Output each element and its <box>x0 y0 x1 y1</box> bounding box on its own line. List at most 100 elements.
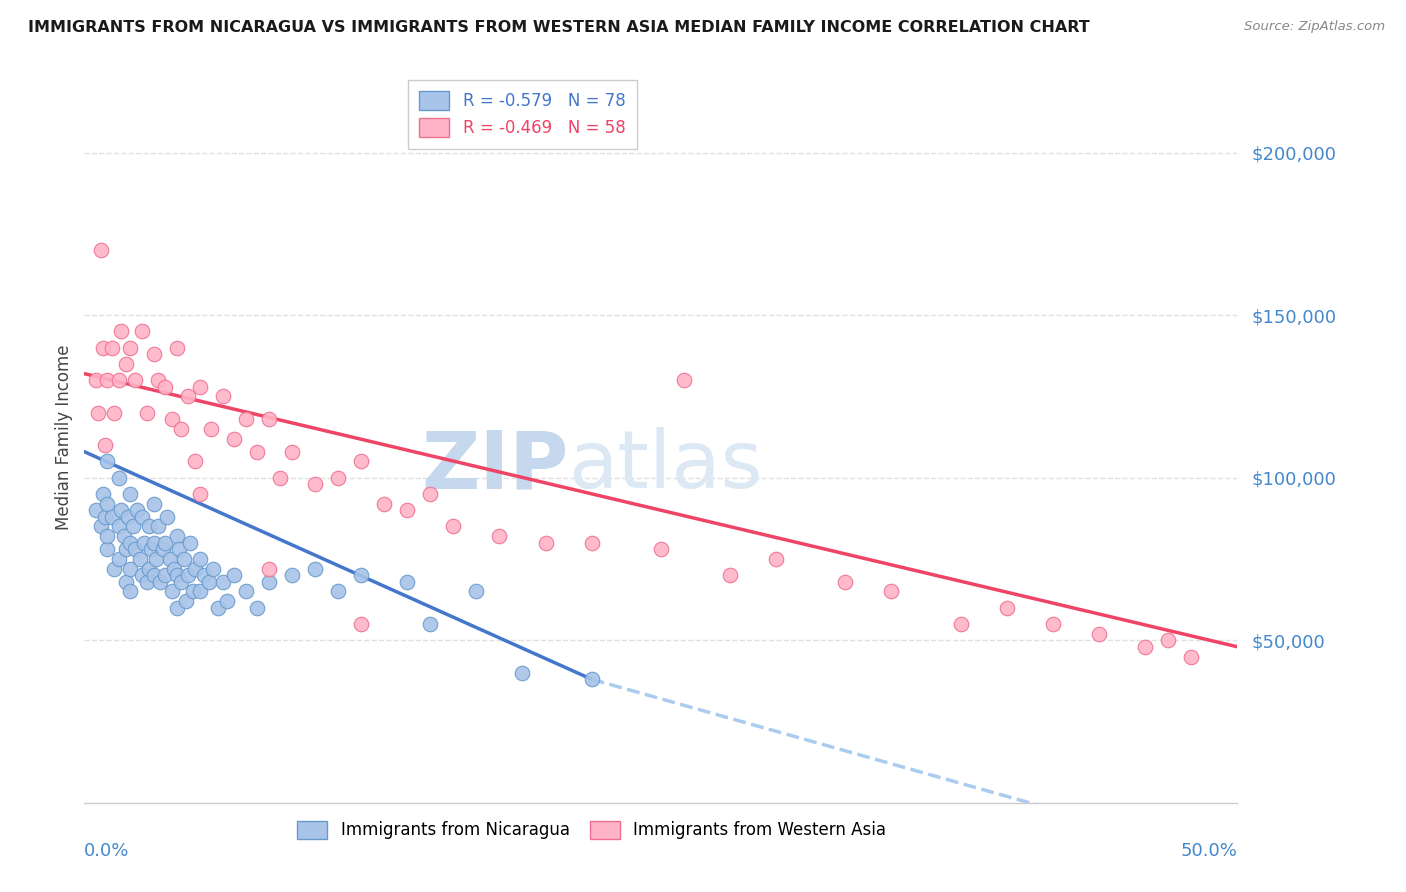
Point <box>96 542 118 557</box>
Point <box>184 454 207 468</box>
Point <box>581 673 603 687</box>
Point <box>581 535 603 549</box>
Point <box>84 373 107 387</box>
Point <box>94 438 117 452</box>
Point <box>115 574 138 589</box>
Point <box>120 341 142 355</box>
Point <box>718 568 741 582</box>
Point <box>96 373 118 387</box>
Point <box>135 574 157 589</box>
Point <box>120 562 142 576</box>
Point <box>146 373 169 387</box>
Point <box>134 535 156 549</box>
Point <box>131 325 153 339</box>
Point <box>166 600 188 615</box>
Point <box>650 542 672 557</box>
Point <box>235 412 257 426</box>
Y-axis label: Median Family Income: Median Family Income <box>55 344 73 530</box>
Point <box>396 503 419 517</box>
Point <box>149 574 172 589</box>
Point <box>153 380 176 394</box>
Point <box>159 552 181 566</box>
Point <box>89 243 111 257</box>
Point <box>115 542 138 557</box>
Point <box>160 412 183 426</box>
Point <box>441 519 464 533</box>
Point <box>103 562 125 576</box>
Point <box>373 497 395 511</box>
Point <box>269 471 291 485</box>
Point <box>304 477 326 491</box>
Point <box>193 568 215 582</box>
Point <box>166 529 188 543</box>
Point <box>110 325 132 339</box>
Point <box>188 552 211 566</box>
Point <box>184 562 207 576</box>
Point <box>120 487 142 501</box>
Point <box>124 373 146 387</box>
Point <box>120 584 142 599</box>
Point <box>138 562 160 576</box>
Point <box>108 471 131 485</box>
Point <box>304 562 326 576</box>
Point <box>91 341 114 355</box>
Point <box>146 519 169 533</box>
Point <box>512 665 534 680</box>
Point <box>117 509 139 524</box>
Point <box>96 454 118 468</box>
Point <box>995 600 1018 615</box>
Point <box>121 519 143 533</box>
Point <box>188 380 211 394</box>
Point <box>188 584 211 599</box>
Text: ZIP: ZIP <box>422 427 568 506</box>
Point <box>281 444 304 458</box>
Point <box>135 406 157 420</box>
Point <box>350 454 373 468</box>
Point <box>179 535 201 549</box>
Point <box>488 529 510 543</box>
Point <box>170 574 193 589</box>
Point <box>174 594 197 608</box>
Point <box>160 584 183 599</box>
Point <box>166 341 188 355</box>
Point <box>101 509 124 524</box>
Point <box>419 487 441 501</box>
Point <box>202 562 225 576</box>
Point <box>156 509 179 524</box>
Point <box>177 389 200 403</box>
Text: 0.0%: 0.0% <box>84 842 129 860</box>
Text: Source: ZipAtlas.com: Source: ZipAtlas.com <box>1244 20 1385 33</box>
Point <box>110 503 132 517</box>
Point <box>108 519 131 533</box>
Point <box>1133 640 1156 654</box>
Point <box>1088 626 1111 640</box>
Point <box>207 600 229 615</box>
Point <box>765 552 787 566</box>
Point <box>142 535 165 549</box>
Point <box>91 487 114 501</box>
Point <box>153 535 176 549</box>
Point <box>246 444 269 458</box>
Point <box>108 552 131 566</box>
Point <box>326 584 349 599</box>
Point <box>138 519 160 533</box>
Point <box>1042 617 1064 632</box>
Point <box>326 471 349 485</box>
Point <box>1157 633 1180 648</box>
Point <box>166 568 188 582</box>
Point <box>112 529 135 543</box>
Point <box>834 574 856 589</box>
Point <box>177 568 200 582</box>
Point <box>880 584 903 599</box>
Point <box>350 617 373 632</box>
Point <box>124 542 146 557</box>
Point <box>419 617 441 632</box>
Point <box>103 406 125 420</box>
Point <box>350 568 373 582</box>
Point <box>246 600 269 615</box>
Point <box>198 574 221 589</box>
Point <box>281 568 304 582</box>
Point <box>211 389 233 403</box>
Point <box>188 487 211 501</box>
Point <box>131 568 153 582</box>
